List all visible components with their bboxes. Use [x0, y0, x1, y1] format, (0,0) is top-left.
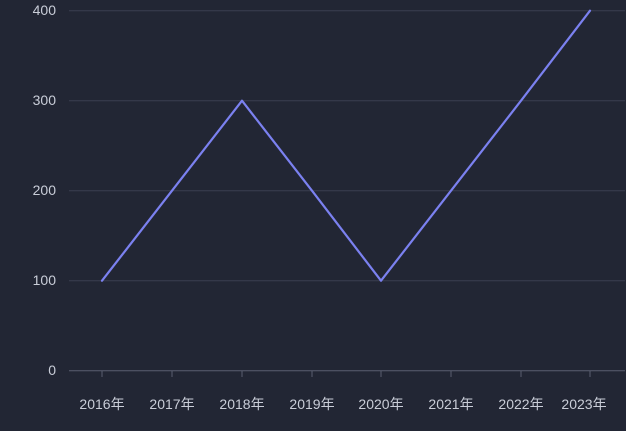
svg-text:300: 300 — [33, 92, 57, 108]
svg-text:2023年: 2023年 — [561, 396, 606, 412]
svg-text:2022年: 2022年 — [498, 396, 543, 412]
svg-text:200: 200 — [33, 182, 57, 198]
svg-text:2021年: 2021年 — [428, 396, 473, 412]
svg-text:400: 400 — [33, 2, 57, 18]
svg-text:2017年: 2017年 — [149, 396, 194, 412]
svg-text:100: 100 — [33, 272, 57, 288]
svg-text:2016年: 2016年 — [79, 396, 124, 412]
svg-text:2018年: 2018年 — [219, 396, 264, 412]
svg-text:2019年: 2019年 — [289, 396, 334, 412]
svg-text:2020年: 2020年 — [358, 396, 403, 412]
svg-text:0: 0 — [48, 362, 56, 378]
